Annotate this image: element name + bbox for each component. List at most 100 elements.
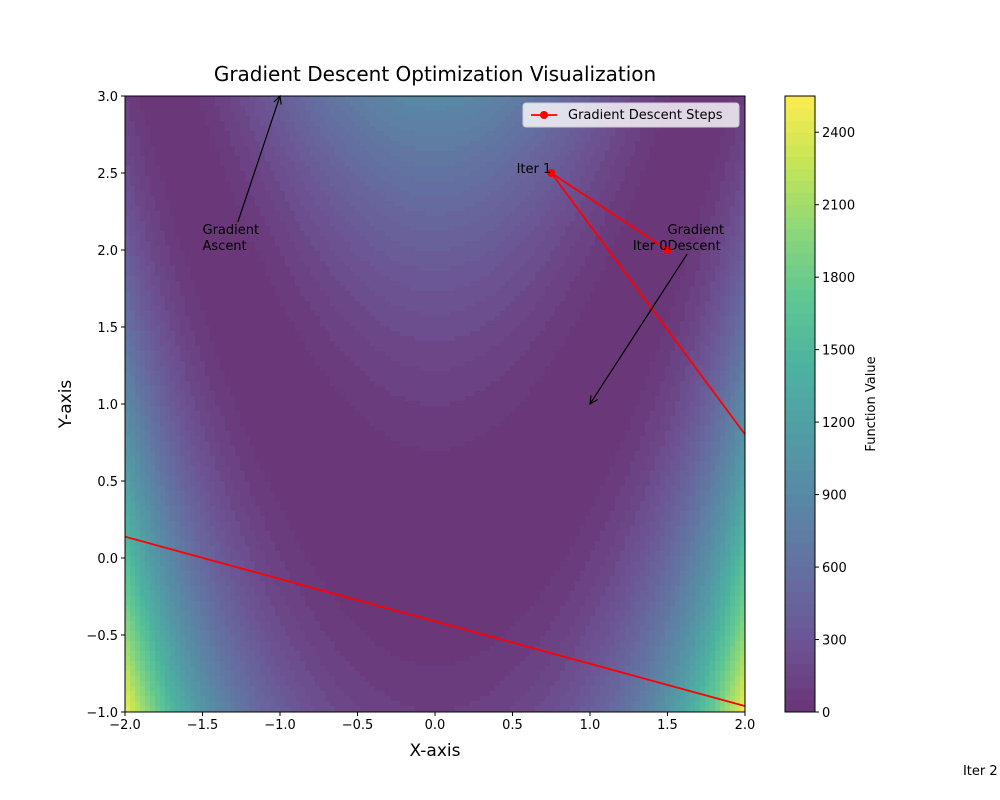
contour-cell: [280, 651, 286, 657]
contour-cell: [300, 146, 306, 152]
contour-cell: [200, 121, 206, 127]
contour-cell: [265, 551, 271, 557]
contour-cell: [305, 596, 311, 602]
contour-cell: [240, 316, 246, 322]
contour-cell: [275, 446, 281, 452]
contour-cell: [280, 691, 286, 697]
contour-cell: [170, 631, 176, 637]
contour-cell: [260, 396, 266, 402]
contour-cell: [135, 306, 141, 312]
contour-cell: [295, 571, 301, 577]
contour-cell: [315, 666, 321, 672]
contour-cell: [190, 601, 196, 607]
contour-cell: [195, 131, 201, 137]
contour-cell: [210, 526, 216, 532]
contour-cell: [215, 436, 221, 442]
contour-cell: [130, 356, 136, 362]
contour-cell: [200, 316, 206, 322]
contour-cell: [250, 146, 256, 152]
contour-cell: [150, 511, 156, 517]
contour-cell: [170, 356, 176, 362]
contour-cell: [140, 206, 146, 212]
contour-cell: [185, 656, 191, 662]
contour-cell: [200, 471, 206, 477]
contour-cell: [250, 661, 256, 667]
contour-cell: [230, 671, 236, 677]
contour-cell: [140, 216, 146, 222]
contour-cell: [175, 256, 181, 262]
contour-cell: [200, 271, 206, 277]
contour-cell: [255, 321, 261, 327]
contour-cell: [145, 426, 151, 432]
contour-cell: [230, 571, 236, 577]
contour-cell: [145, 111, 151, 117]
contour-cell: [275, 651, 281, 657]
contour-cell: [315, 441, 321, 447]
contour-cell: [140, 241, 146, 247]
contour-cell: [250, 566, 256, 572]
contour-cell: [150, 476, 156, 482]
contour-cell: [195, 426, 201, 432]
contour-cell: [265, 606, 271, 612]
contour-cell: [185, 211, 191, 217]
contour-cell: [305, 316, 311, 322]
contour-cell: [235, 686, 241, 692]
contour-cell: [295, 656, 301, 662]
contour-cell: [140, 271, 146, 277]
contour-cell: [200, 231, 206, 237]
contour-cell: [180, 471, 186, 477]
contour-cell: [215, 491, 221, 497]
contour-cell: [215, 666, 221, 672]
contour-cell: [250, 126, 256, 132]
contour-cell: [210, 596, 216, 602]
contour-cell: [155, 411, 161, 417]
contour-cell: [205, 531, 211, 537]
contour-cell: [215, 516, 221, 522]
contour-cell: [230, 551, 236, 557]
contour-cell: [240, 306, 246, 312]
contour-cell: [225, 236, 231, 242]
contour-cell: [320, 391, 326, 397]
contour-cell: [325, 116, 331, 122]
contour-cell: [140, 396, 146, 402]
contour-cell: [295, 496, 301, 502]
contour-cell: [290, 706, 296, 712]
contour-cell: [265, 96, 271, 102]
contour-cell: [275, 351, 281, 357]
contour-cell: [225, 596, 231, 602]
contour-cell: [225, 651, 231, 657]
contour-cell: [215, 601, 221, 607]
contour-cell: [185, 226, 191, 232]
contour-cell: [240, 121, 246, 127]
contour-cell: [180, 366, 186, 372]
contour-cell: [320, 671, 326, 677]
contour-cell: [315, 216, 321, 222]
contour-cell: [245, 386, 251, 392]
contour-cell: [195, 491, 201, 497]
contour-cell: [255, 496, 261, 502]
contour-cell: [160, 271, 166, 277]
contour-cell: [250, 531, 256, 537]
contour-cell: [205, 566, 211, 572]
contour-cell: [270, 346, 276, 352]
contour-cell: [140, 406, 146, 412]
contour-cell: [235, 631, 241, 637]
contour-cell: [220, 341, 226, 347]
contour-cell: [255, 581, 261, 587]
contour-cell: [145, 376, 151, 382]
contour-cell: [255, 536, 261, 542]
contour-cell: [220, 566, 226, 572]
contour-cell: [305, 691, 311, 697]
contour-cell: [190, 226, 196, 232]
contour-cell: [245, 466, 251, 472]
contour-cell: [140, 211, 146, 217]
contour-cell: [230, 321, 236, 327]
contour-cell: [180, 521, 186, 527]
contour-cell: [305, 286, 311, 292]
contour-cell: [190, 186, 196, 192]
contour-cell: [180, 526, 186, 532]
contour-cell: [145, 526, 151, 532]
contour-cell: [205, 186, 211, 192]
contour-cell: [195, 506, 201, 512]
contour-cell: [290, 361, 296, 367]
